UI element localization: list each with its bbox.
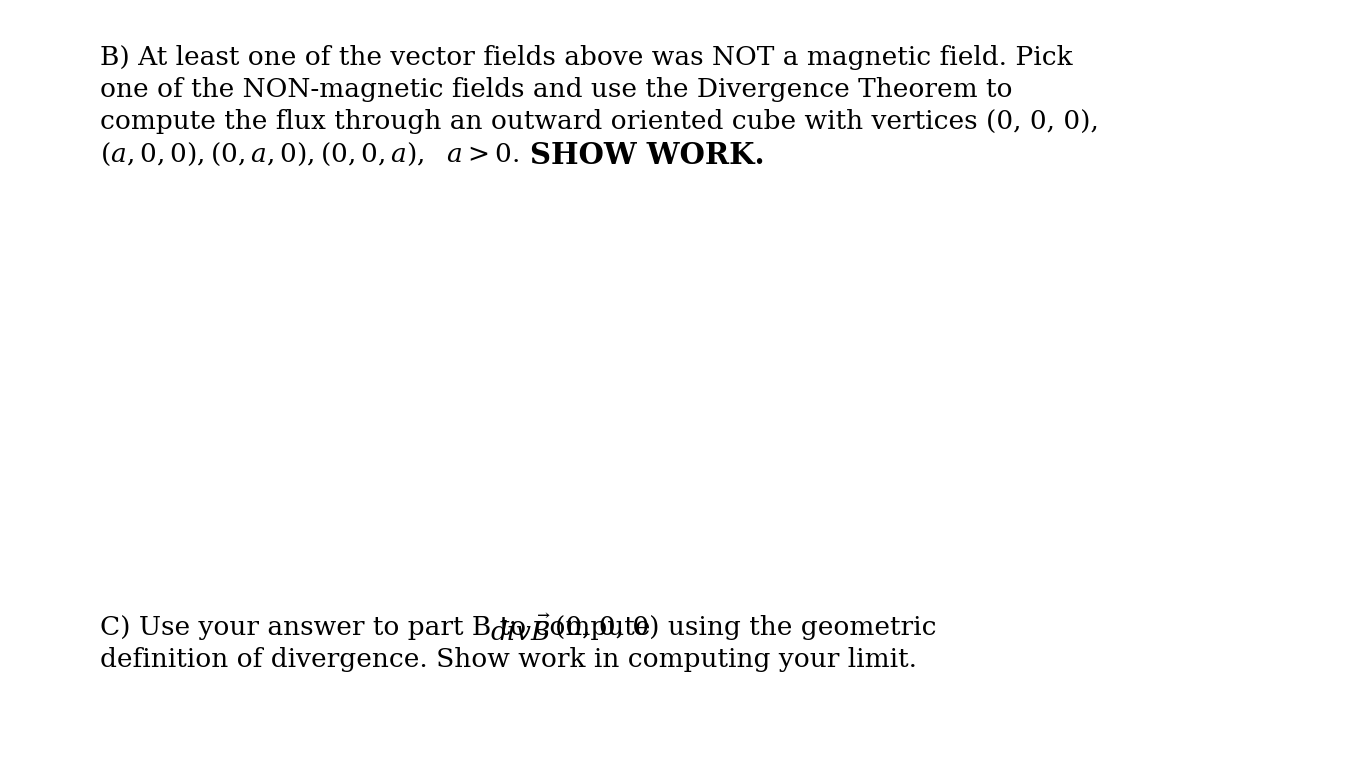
Text: SHOW WORK.: SHOW WORK. — [530, 141, 765, 170]
Text: (0, 0, 0) using the geometric: (0, 0, 0) using the geometric — [555, 615, 937, 640]
Text: definition of divergence. Show work in computing your limit.: definition of divergence. Show work in c… — [100, 647, 917, 672]
Text: B) At least one of the vector fields above was NOT a magnetic field. Pick: B) At least one of the vector fields abo… — [100, 45, 1073, 70]
Text: one of the NON-magnetic fields and use the Divergence Theorem to: one of the NON-magnetic fields and use t… — [100, 77, 1013, 102]
Text: $div\vec{B}$: $div\vec{B}$ — [490, 615, 550, 647]
Text: C) Use your answer to part B to compute: C) Use your answer to part B to compute — [100, 615, 667, 640]
Text: compute the flux through an outward oriented cube with vertices (0, 0, 0),: compute the flux through an outward orie… — [100, 109, 1099, 134]
Text: $(a,0,0),(0,a,0),(0,0,a),\ \ a>0.$: $(a,0,0),(0,a,0),(0,0,a),\ \ a>0.$ — [100, 141, 519, 168]
